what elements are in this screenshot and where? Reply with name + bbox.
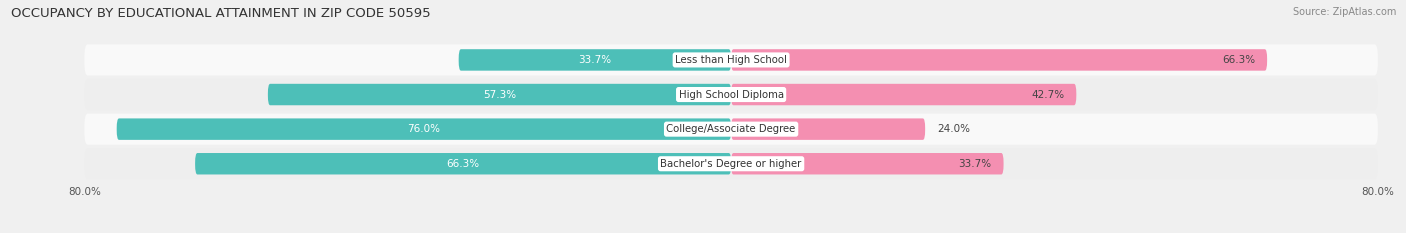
FancyBboxPatch shape [269,84,731,105]
Text: College/Associate Degree: College/Associate Degree [666,124,796,134]
Text: 24.0%: 24.0% [938,124,970,134]
FancyBboxPatch shape [731,84,1077,105]
FancyBboxPatch shape [117,118,731,140]
Text: Bachelor's Degree or higher: Bachelor's Degree or higher [661,159,801,169]
Text: Source: ZipAtlas.com: Source: ZipAtlas.com [1292,7,1396,17]
FancyBboxPatch shape [84,113,1378,145]
FancyBboxPatch shape [84,79,1378,110]
FancyBboxPatch shape [731,118,925,140]
Text: High School Diploma: High School Diploma [679,89,783,99]
Text: OCCUPANCY BY EDUCATIONAL ATTAINMENT IN ZIP CODE 50595: OCCUPANCY BY EDUCATIONAL ATTAINMENT IN Z… [11,7,430,20]
Text: 66.3%: 66.3% [447,159,479,169]
Text: 33.7%: 33.7% [578,55,612,65]
Text: Less than High School: Less than High School [675,55,787,65]
FancyBboxPatch shape [195,153,731,175]
FancyBboxPatch shape [84,44,1378,75]
Text: 76.0%: 76.0% [408,124,440,134]
Text: 33.7%: 33.7% [959,159,991,169]
FancyBboxPatch shape [731,153,1004,175]
Text: 42.7%: 42.7% [1031,89,1064,99]
FancyBboxPatch shape [84,148,1378,179]
Text: 57.3%: 57.3% [482,89,516,99]
Text: 66.3%: 66.3% [1222,55,1256,65]
FancyBboxPatch shape [731,49,1267,71]
FancyBboxPatch shape [458,49,731,71]
